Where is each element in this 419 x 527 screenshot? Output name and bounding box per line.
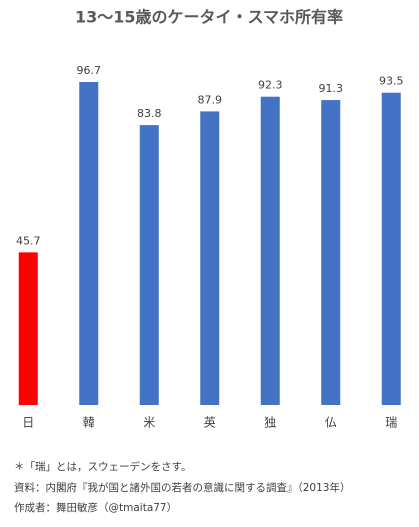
x-tick-label: 英: [204, 416, 216, 430]
value-label: 91.3: [319, 82, 344, 95]
bar: [321, 100, 341, 406]
bar: [200, 111, 220, 405]
x-tick-label: 仏: [325, 416, 337, 430]
note: 作成者：舞田敏彦（@tmaita77）: [14, 501, 177, 514]
note: ＊「瑞」とは，スウェーデンをさす。: [14, 460, 191, 473]
chart-title: 13～15歳のケータイ・スマホ所有率: [75, 8, 343, 27]
value-label: 92.3: [258, 79, 283, 92]
bar: [18, 252, 38, 405]
x-tick-label: 米: [143, 416, 155, 430]
bar: [260, 96, 280, 405]
bar: [381, 92, 401, 406]
value-label: 87.9: [198, 93, 223, 106]
bar: [79, 82, 99, 405]
x-tick-label: 日: [22, 416, 34, 430]
value-label: 45.7: [16, 234, 41, 247]
x-tick-label: 独: [264, 416, 276, 430]
value-label: 93.5: [379, 75, 404, 88]
bar: [139, 125, 159, 405]
note: 資料：内閣府『我が国と諸外国の若者の意識に関する調査』（2013年）: [14, 481, 350, 494]
x-tick-label: 韓: [83, 416, 95, 430]
x-tick-label: 瑞: [385, 416, 397, 430]
value-label: 83.8: [137, 107, 162, 120]
value-label: 96.7: [77, 64, 102, 77]
